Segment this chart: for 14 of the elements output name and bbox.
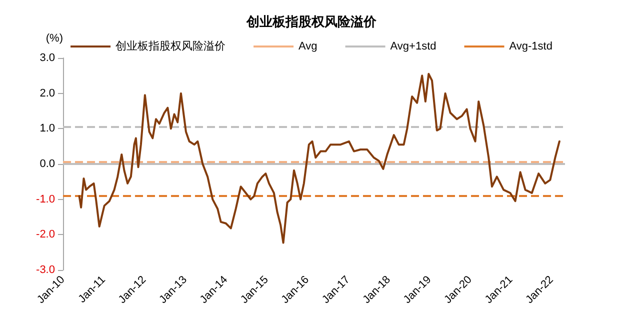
y-tick-label: -3.0 xyxy=(36,264,55,276)
legend-label: Avg+1std xyxy=(390,40,436,52)
y-tick-label: -2.0 xyxy=(36,228,55,241)
y-tick-label: 2.0 xyxy=(40,87,55,100)
y-tick-label: 3.0 xyxy=(40,52,55,64)
y-axis-title: (%) xyxy=(46,32,63,44)
line-series xyxy=(78,72,560,244)
legend-label: Avg xyxy=(298,40,318,52)
y-tick-label: 1.0 xyxy=(40,122,55,135)
legend-label: Avg-1std xyxy=(509,40,552,52)
y-tick-label: 0.0 xyxy=(40,158,55,170)
chart-title: 创业板指股权风险溢价 xyxy=(246,14,378,29)
y-tick-label: -1.0 xyxy=(36,193,55,206)
legend-label: 创业板指股权风险溢价 xyxy=(116,40,226,52)
